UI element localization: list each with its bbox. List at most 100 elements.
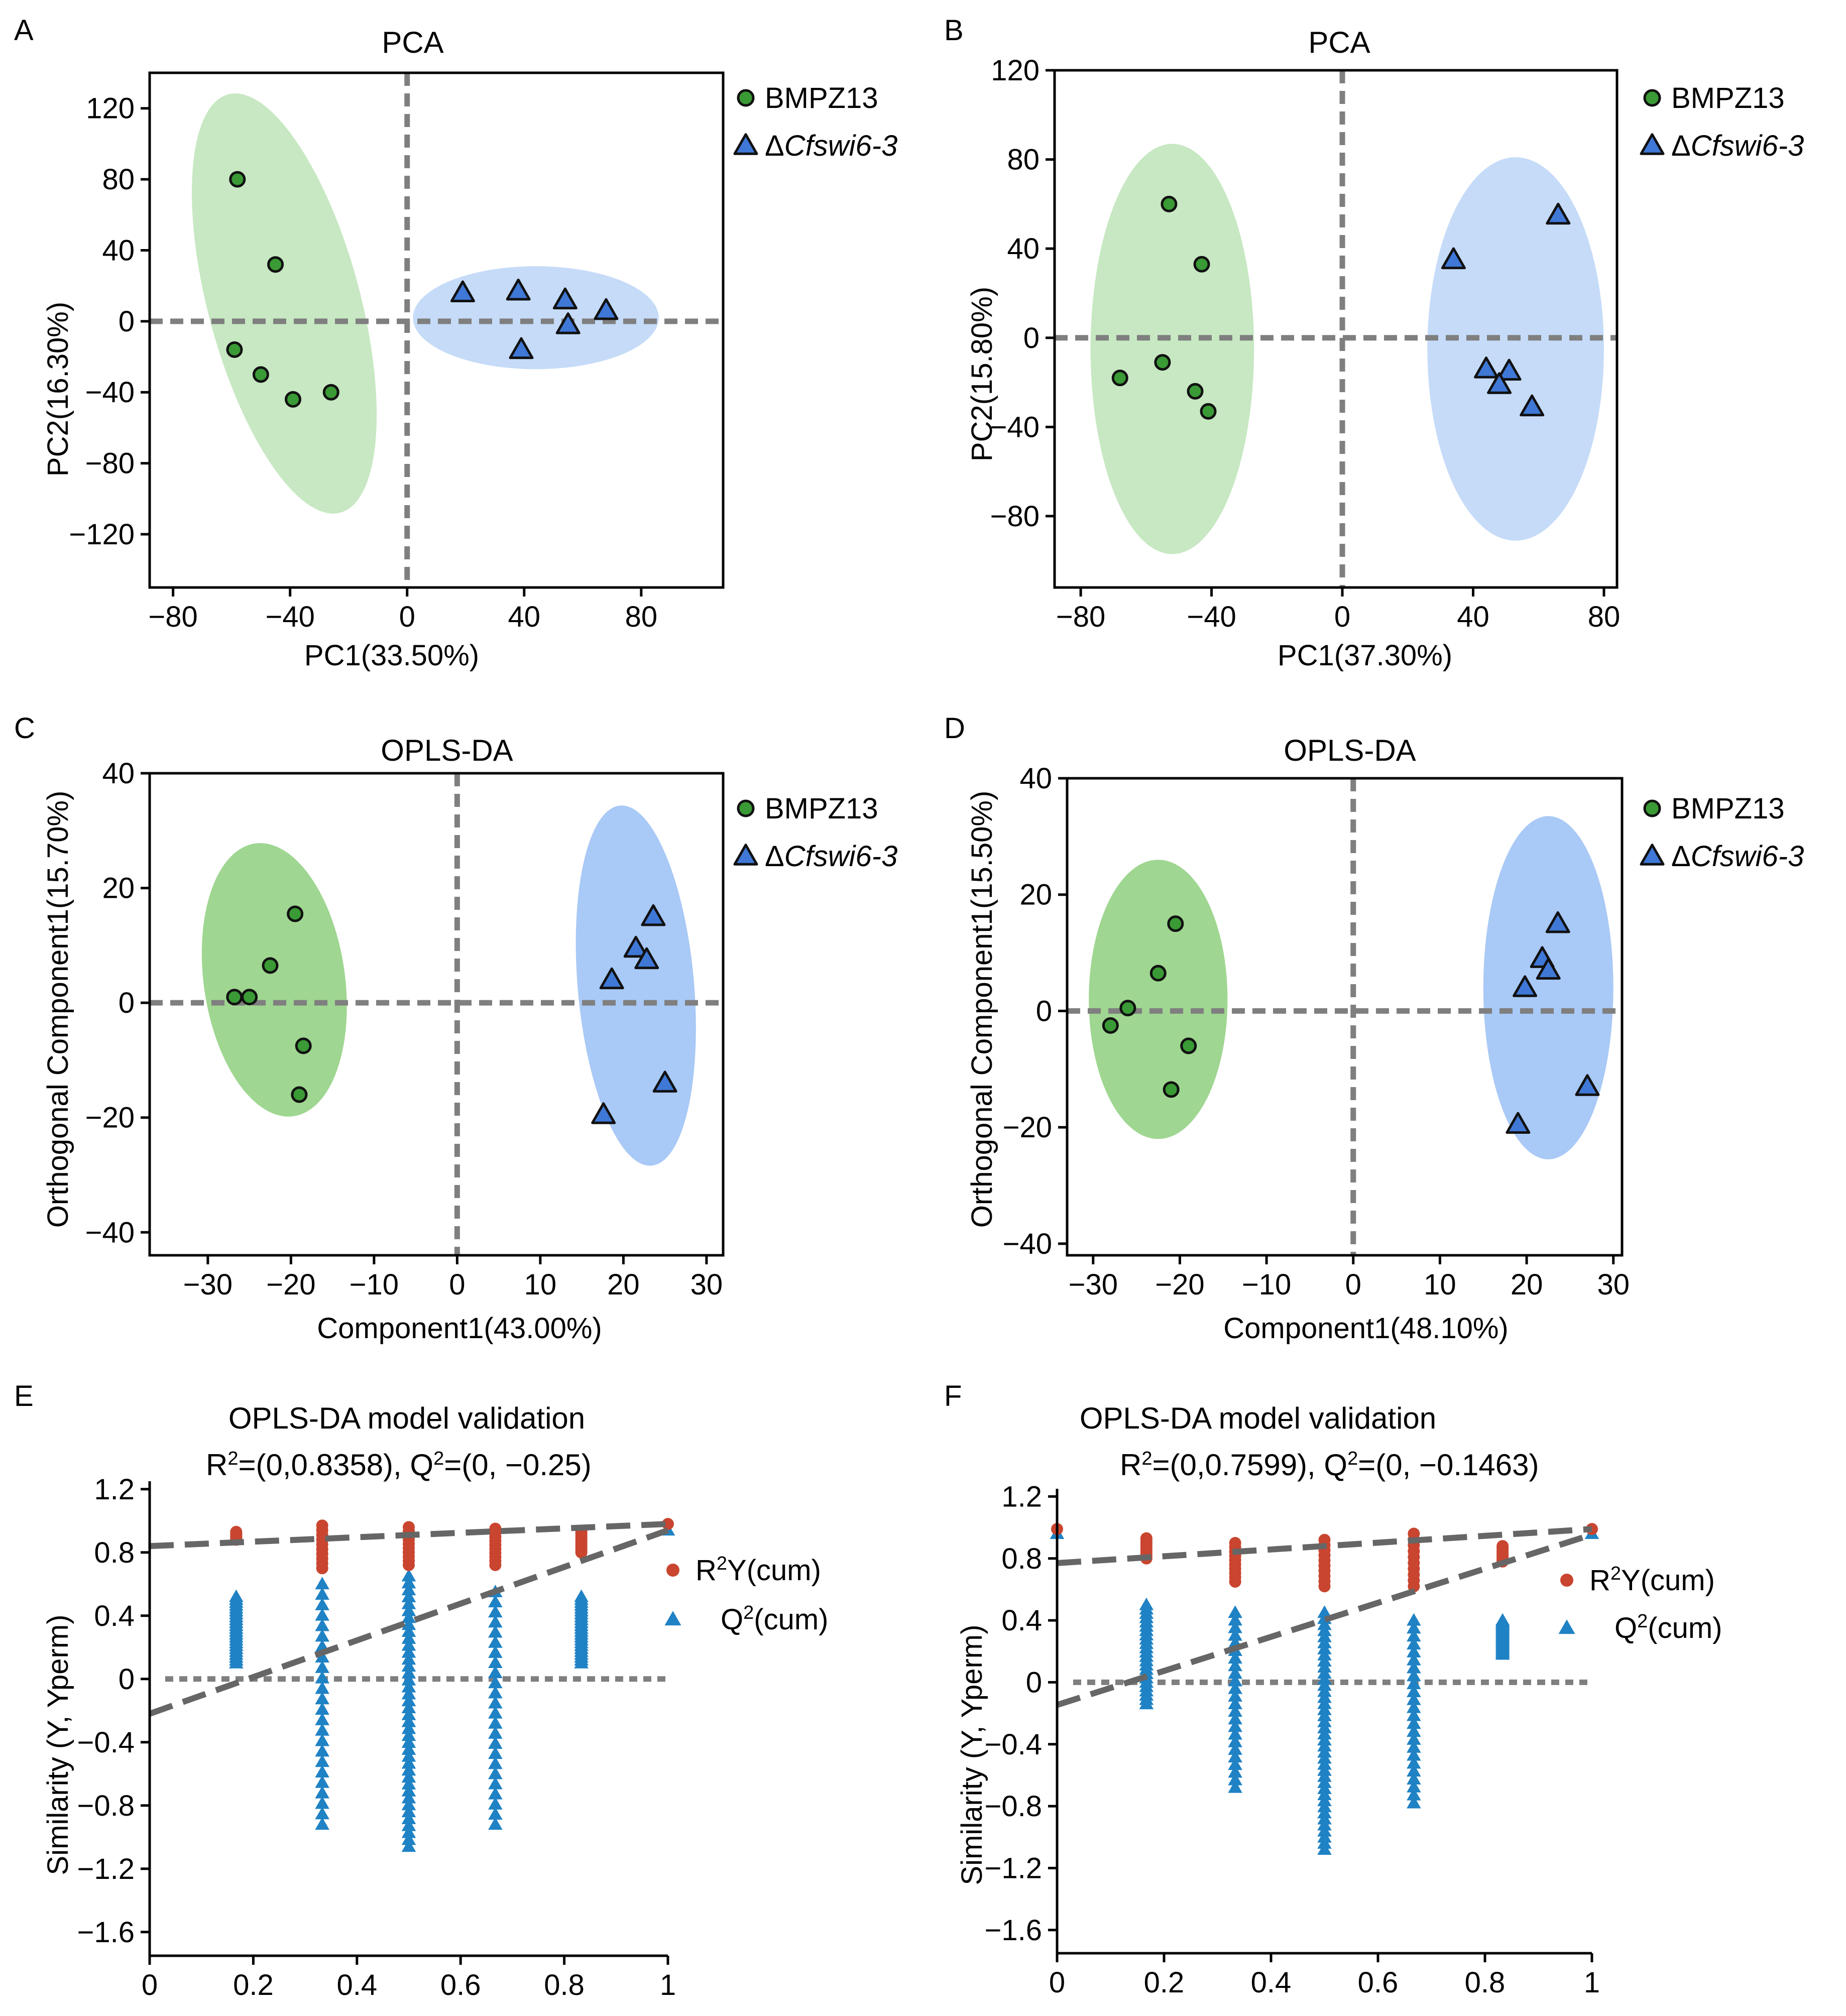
- data-point-bmpz13: [1167, 915, 1184, 932]
- x-tick-label: 1: [1584, 1966, 1600, 1999]
- data-point-bmpz13: [226, 341, 243, 358]
- q2-point: [401, 1638, 416, 1651]
- data-point-mutant: [652, 1071, 677, 1093]
- chart-subtitle: R2=(0,0.8358), Q2=(0, −0.25): [206, 1448, 592, 1482]
- q2-point: [1407, 1764, 1421, 1777]
- y-axis-label: Orthogonal Component1(15.50%): [966, 791, 998, 1228]
- x-tick-label: 0.2: [1144, 1966, 1185, 1999]
- chart-title: OPLS-DA model validation: [228, 1401, 585, 1435]
- panel-label: B: [944, 14, 964, 47]
- q2-point: [315, 1764, 329, 1777]
- q2-point: [401, 1700, 416, 1713]
- panel-d: D OPLS-DA −30 −20 −10 0 10 20 30 −40 −20 0 20 40 Compo…: [944, 712, 1804, 1345]
- y-tick-label: 0: [1026, 1666, 1042, 1699]
- q2-point: [1407, 1780, 1421, 1793]
- x-tick-label: 0.6: [1358, 1966, 1399, 1999]
- q2-point: [1407, 1748, 1421, 1761]
- r2-point: [1408, 1527, 1420, 1540]
- y-tick-label: 40: [1019, 762, 1052, 795]
- x-axis-label: Component1(43.00%): [317, 1312, 602, 1345]
- y-tick-label: −40: [85, 1216, 135, 1249]
- chart-subtitle: R2=(0,0.7599), Q2=(0, −0.1463): [1120, 1448, 1539, 1482]
- q2-point: [1228, 1666, 1242, 1679]
- q2-point: [229, 1589, 244, 1602]
- y-tick-label: 1.2: [94, 1473, 135, 1506]
- legend-label-bmpz13: BMPZ13: [765, 792, 878, 825]
- x-tick-label: 10: [1424, 1268, 1456, 1301]
- data-point-bmpz13: [287, 905, 304, 922]
- legend-marker-r2y: [666, 1564, 679, 1577]
- y-tick-label: −1.2: [985, 1852, 1043, 1884]
- q2-point: [401, 1825, 416, 1838]
- legend-label-bmpz13: BMPZ13: [1671, 82, 1785, 114]
- y-tick-label: 40: [102, 757, 135, 790]
- data-point-bmpz13: [295, 1037, 312, 1054]
- q2-point: [488, 1817, 503, 1830]
- q2-point: [1407, 1740, 1421, 1753]
- legend: BMPZ13 ΔCfswi6-3: [733, 82, 897, 162]
- data-point-mutant: [641, 904, 666, 926]
- y-tick-label: −20: [1003, 1111, 1052, 1144]
- q2-point: [315, 1587, 329, 1600]
- q2-point: [315, 1660, 329, 1673]
- confidence-ellipse-mutant: [1427, 157, 1604, 541]
- q2-point: [401, 1770, 416, 1783]
- data-point-mutant: [1546, 202, 1571, 225]
- q2-point: [315, 1671, 329, 1684]
- q2-point: [315, 1681, 329, 1694]
- x-tick-label: 0.4: [1251, 1966, 1292, 1999]
- q2-point: [401, 1776, 416, 1790]
- q2-point: [574, 1589, 589, 1602]
- q2-point: [401, 1666, 416, 1679]
- y-tick-label: 80: [102, 163, 135, 196]
- q2-point: [488, 1625, 503, 1638]
- q2-point: [401, 1631, 416, 1644]
- data-point-bmpz13: [1119, 1000, 1136, 1017]
- chart-title: PCA: [382, 26, 443, 59]
- q2-point: [1407, 1756, 1421, 1769]
- x-tick-label: 80: [625, 601, 658, 633]
- legend-marker-mutant: [733, 844, 758, 866]
- data-point-mutant: [623, 935, 648, 958]
- q2-point: [315, 1723, 329, 1736]
- x-tick-label: 0: [1334, 601, 1350, 633]
- q2-point: [401, 1811, 416, 1824]
- y-tick-label: −1.2: [77, 1853, 135, 1885]
- q2-point: [1407, 1644, 1421, 1657]
- data-point-bmpz13: [1111, 370, 1128, 387]
- legend: BMPZ13 ΔCfswi6-3: [733, 792, 897, 873]
- q2-point: [401, 1784, 416, 1797]
- q2-point: [401, 1714, 416, 1727]
- y-tick-label: 0.8: [1001, 1543, 1042, 1575]
- q2-point: [1407, 1771, 1421, 1785]
- x-tick-label: 0.8: [544, 1969, 585, 2001]
- q2-point: [401, 1624, 416, 1637]
- q2-point: [1228, 1658, 1242, 1672]
- q2-point: [315, 1744, 329, 1757]
- data-point-mutant: [552, 287, 578, 310]
- confidence-ellipse-bmpz13: [201, 843, 347, 1117]
- q2-point: [1228, 1628, 1242, 1641]
- q2-point: [401, 1735, 416, 1748]
- r2-point: [1496, 1540, 1509, 1553]
- x-tick-label: 20: [607, 1268, 640, 1301]
- q2-point: [315, 1786, 329, 1799]
- r2-regression-line: [1057, 1526, 1592, 1566]
- data-point-mutant: [1474, 357, 1499, 379]
- legend-label-mutant: ΔCfswi6-3: [765, 130, 897, 162]
- q2-point: [488, 1635, 503, 1648]
- chart-title: OPLS-DA: [1284, 734, 1416, 767]
- q2-point: [315, 1817, 329, 1830]
- data-point-bmpz13: [1149, 965, 1167, 982]
- q2-point: [488, 1716, 503, 1729]
- q2-point: [401, 1583, 416, 1596]
- legend-marker-mutant: [1640, 844, 1665, 866]
- y-tick-label: −1.6: [77, 1916, 135, 1949]
- q2-point: [1228, 1765, 1242, 1778]
- q2-point: [401, 1589, 416, 1602]
- x-tick-label: 30: [1597, 1268, 1630, 1301]
- q2-point: [1407, 1661, 1421, 1674]
- q2-point: [401, 1749, 416, 1762]
- q2-point: [488, 1756, 503, 1769]
- data-point-bmpz13: [1163, 1081, 1180, 1098]
